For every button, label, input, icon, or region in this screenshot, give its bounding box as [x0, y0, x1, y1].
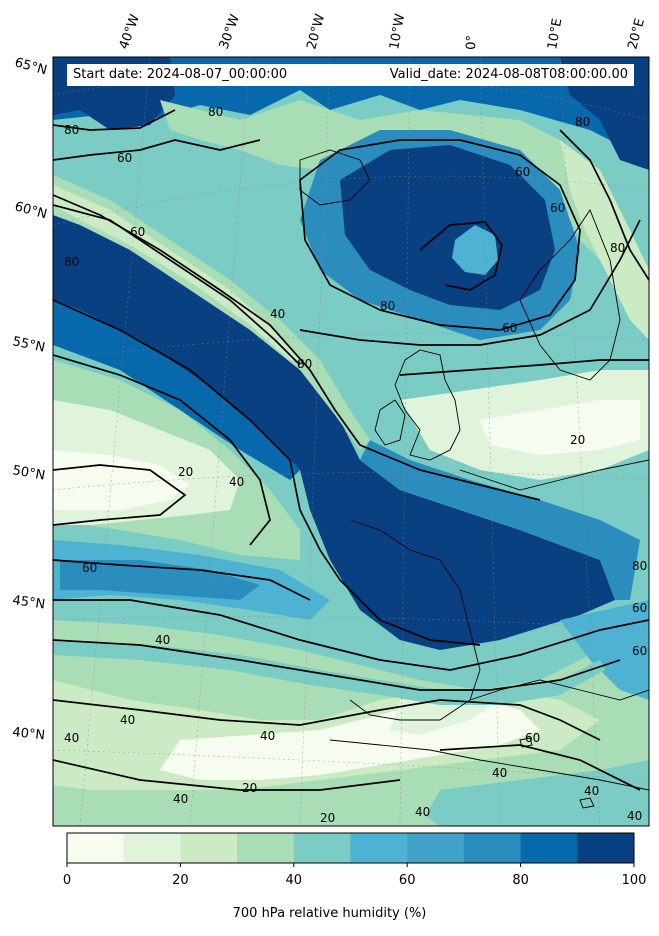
lon-label-30w: 30°W: [217, 12, 243, 51]
lon-label-40w: 40°W: [117, 12, 143, 51]
colorbar-tick-label: 80: [512, 873, 529, 888]
lat-label-60n: 60°N: [13, 199, 49, 222]
contour-label-19: 40: [64, 731, 79, 745]
field-nw-streak-pale: [53, 185, 300, 360]
graticule: [53, 57, 649, 826]
lat-label-45n: 45°N: [11, 593, 46, 612]
field-south-bottom-blue: [420, 760, 649, 826]
contour-label-3: 80: [208, 105, 223, 119]
contour-label-12: 60: [502, 321, 517, 335]
humidity-field: 80 60 80 60 80 40 80 60 80 60 80 60 20 2…: [53, 57, 649, 826]
start-date-label: Start date: 2024-08-07_00:00:00: [67, 64, 369, 86]
contour-label-20: 40: [260, 729, 275, 743]
coastlines: [299, 149, 649, 809]
field-north-sea-palest: [480, 400, 640, 455]
contour-label-13: 20: [570, 433, 585, 447]
field-east-light-strip: [560, 140, 649, 340]
colorbar-segment: [350, 833, 408, 863]
lon-label-20e: 20°E: [625, 17, 648, 51]
contour-label-17: 40: [155, 633, 170, 647]
map-frame: [52, 56, 650, 827]
contour-label-29: 60: [632, 644, 647, 658]
field-south-blue-strip: [53, 640, 605, 705]
contour-label-25: 40: [584, 784, 599, 798]
contour-label-8: 60: [515, 165, 530, 179]
colorbar-segment: [237, 833, 295, 863]
colorbar-segment: [520, 833, 578, 863]
colorbar-tick-label: 60: [399, 873, 416, 888]
colorbar-segment: [463, 833, 522, 863]
contour-label-1: 80: [64, 123, 79, 137]
field-swirl-core: [452, 225, 498, 275]
contour-label-7: 80: [297, 357, 312, 371]
lat-label-55n: 55°N: [11, 334, 46, 355]
lat-label-65n: 65°N: [13, 55, 49, 78]
contour-label-2: 60: [117, 151, 132, 165]
colorbar-segment: [123, 833, 181, 863]
contour-label-9: 80: [575, 115, 590, 129]
latitude-labels: 65°N 60°N 55°N 50°N 45°N 40°N: [11, 55, 48, 743]
contour-label-6: 40: [270, 307, 285, 321]
contour-label-27: 20: [320, 811, 335, 825]
field-mid-west-dark: [60, 560, 260, 600]
contour-label-32: 80: [610, 241, 625, 255]
contour-label-26: 40: [415, 805, 430, 819]
colorbar-segment: [407, 833, 465, 863]
colorbar-tick-label: 40: [286, 873, 303, 888]
lon-label-0: 0°: [464, 35, 480, 50]
contour-label-31: 60: [632, 601, 647, 615]
colorbar-title: 700 hPa relative humidity (%): [232, 906, 427, 921]
contour-label-18: 40: [120, 713, 135, 727]
longitude-labels: 40°W 30°W 20°W 10°W 0° 10°E 20°E: [117, 12, 648, 51]
contour-label-15: 40: [229, 475, 244, 489]
contour-label-30: 80: [632, 559, 647, 573]
colorbar-tick-label: 100: [622, 873, 647, 888]
lon-label-20w: 20°W: [304, 12, 328, 51]
contour-labels: 80 60 80 60 80 40 80 60 80 60 80 60 20 2…: [64, 105, 647, 825]
contour-label-10: 60: [550, 201, 565, 215]
colorbar: [67, 833, 635, 863]
colorbar-segment: [293, 833, 351, 863]
contour-label-21: 20: [242, 781, 257, 795]
colorbar-ticks: 0 20 40 60 80 100: [63, 863, 647, 888]
contour-label-16: 60: [82, 561, 97, 575]
contour-label-23: 60: [525, 731, 540, 745]
lon-label-10w: 10°W: [387, 13, 408, 51]
colorbar-tick-label: 20: [172, 873, 189, 888]
contour-label-22: 40: [173, 792, 188, 806]
field-west-palest: [53, 450, 190, 510]
valid-date-label: Valid_date: 2024-08-08T08:00:00.00: [368, 64, 634, 86]
colorbar-segment: [67, 833, 125, 863]
field-north-light-band: [160, 100, 600, 260]
colorbar-segment: [180, 833, 238, 863]
lat-label-50n: 50°N: [11, 463, 46, 483]
colorbar-segment: [577, 833, 635, 863]
lat-label-40n: 40°N: [12, 725, 46, 743]
field-dark-tongue-edge: [53, 300, 300, 480]
lon-label-10e: 10°E: [545, 17, 565, 50]
colorbar-frame: [66, 832, 635, 864]
contour-label-11: 80: [380, 299, 395, 313]
contour-label-28: 40: [627, 809, 642, 823]
contour-label-5: 80: [64, 255, 79, 269]
field-south-bottom-light: [53, 790, 440, 826]
field-dark-tongue-edge-2: [360, 440, 640, 600]
colorbar-tick-label: 0: [63, 873, 71, 888]
contour-lines: [53, 109, 649, 791]
contour-label-24: 40: [492, 766, 507, 780]
field-dark-tongue: [53, 195, 615, 650]
contour-label-14: 20: [178, 465, 193, 479]
contour-label-4: 60: [130, 225, 145, 239]
